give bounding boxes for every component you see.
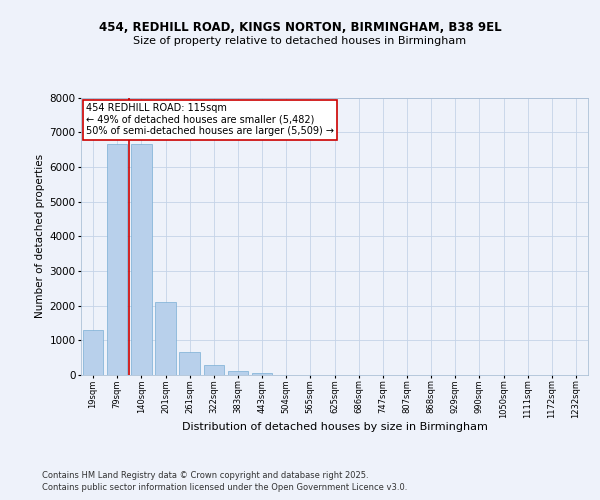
Bar (203, 365, 224, 375)
Text: Size of property relative to detached houses in Birmingham: Size of property relative to detached ho… (133, 36, 467, 46)
Bar (179, 352, 200, 375)
Bar (131, 144, 152, 375)
Text: 454 REDHILL ROAD: 115sqm
← 49% of detached houses are smaller (5,482)
50% of sem: 454 REDHILL ROAD: 115sqm ← 49% of detach… (86, 103, 334, 136)
X-axis label: Distribution of detached houses by size in Birmingham: Distribution of detached houses by size … (182, 422, 487, 432)
Text: Contains HM Land Registry data © Crown copyright and database right 2025.: Contains HM Land Registry data © Crown c… (42, 472, 368, 480)
Bar (252, 372, 272, 375)
Text: 454, REDHILL ROAD, KINGS NORTON, BIRMINGHAM, B38 9EL: 454, REDHILL ROAD, KINGS NORTON, BIRMING… (98, 21, 502, 34)
Bar (83, 330, 103, 375)
Bar (155, 302, 176, 375)
Text: Contains public sector information licensed under the Open Government Licence v3: Contains public sector information licen… (42, 483, 407, 492)
Bar (227, 371, 248, 375)
Y-axis label: Number of detached properties: Number of detached properties (35, 154, 45, 318)
Bar (107, 144, 127, 375)
